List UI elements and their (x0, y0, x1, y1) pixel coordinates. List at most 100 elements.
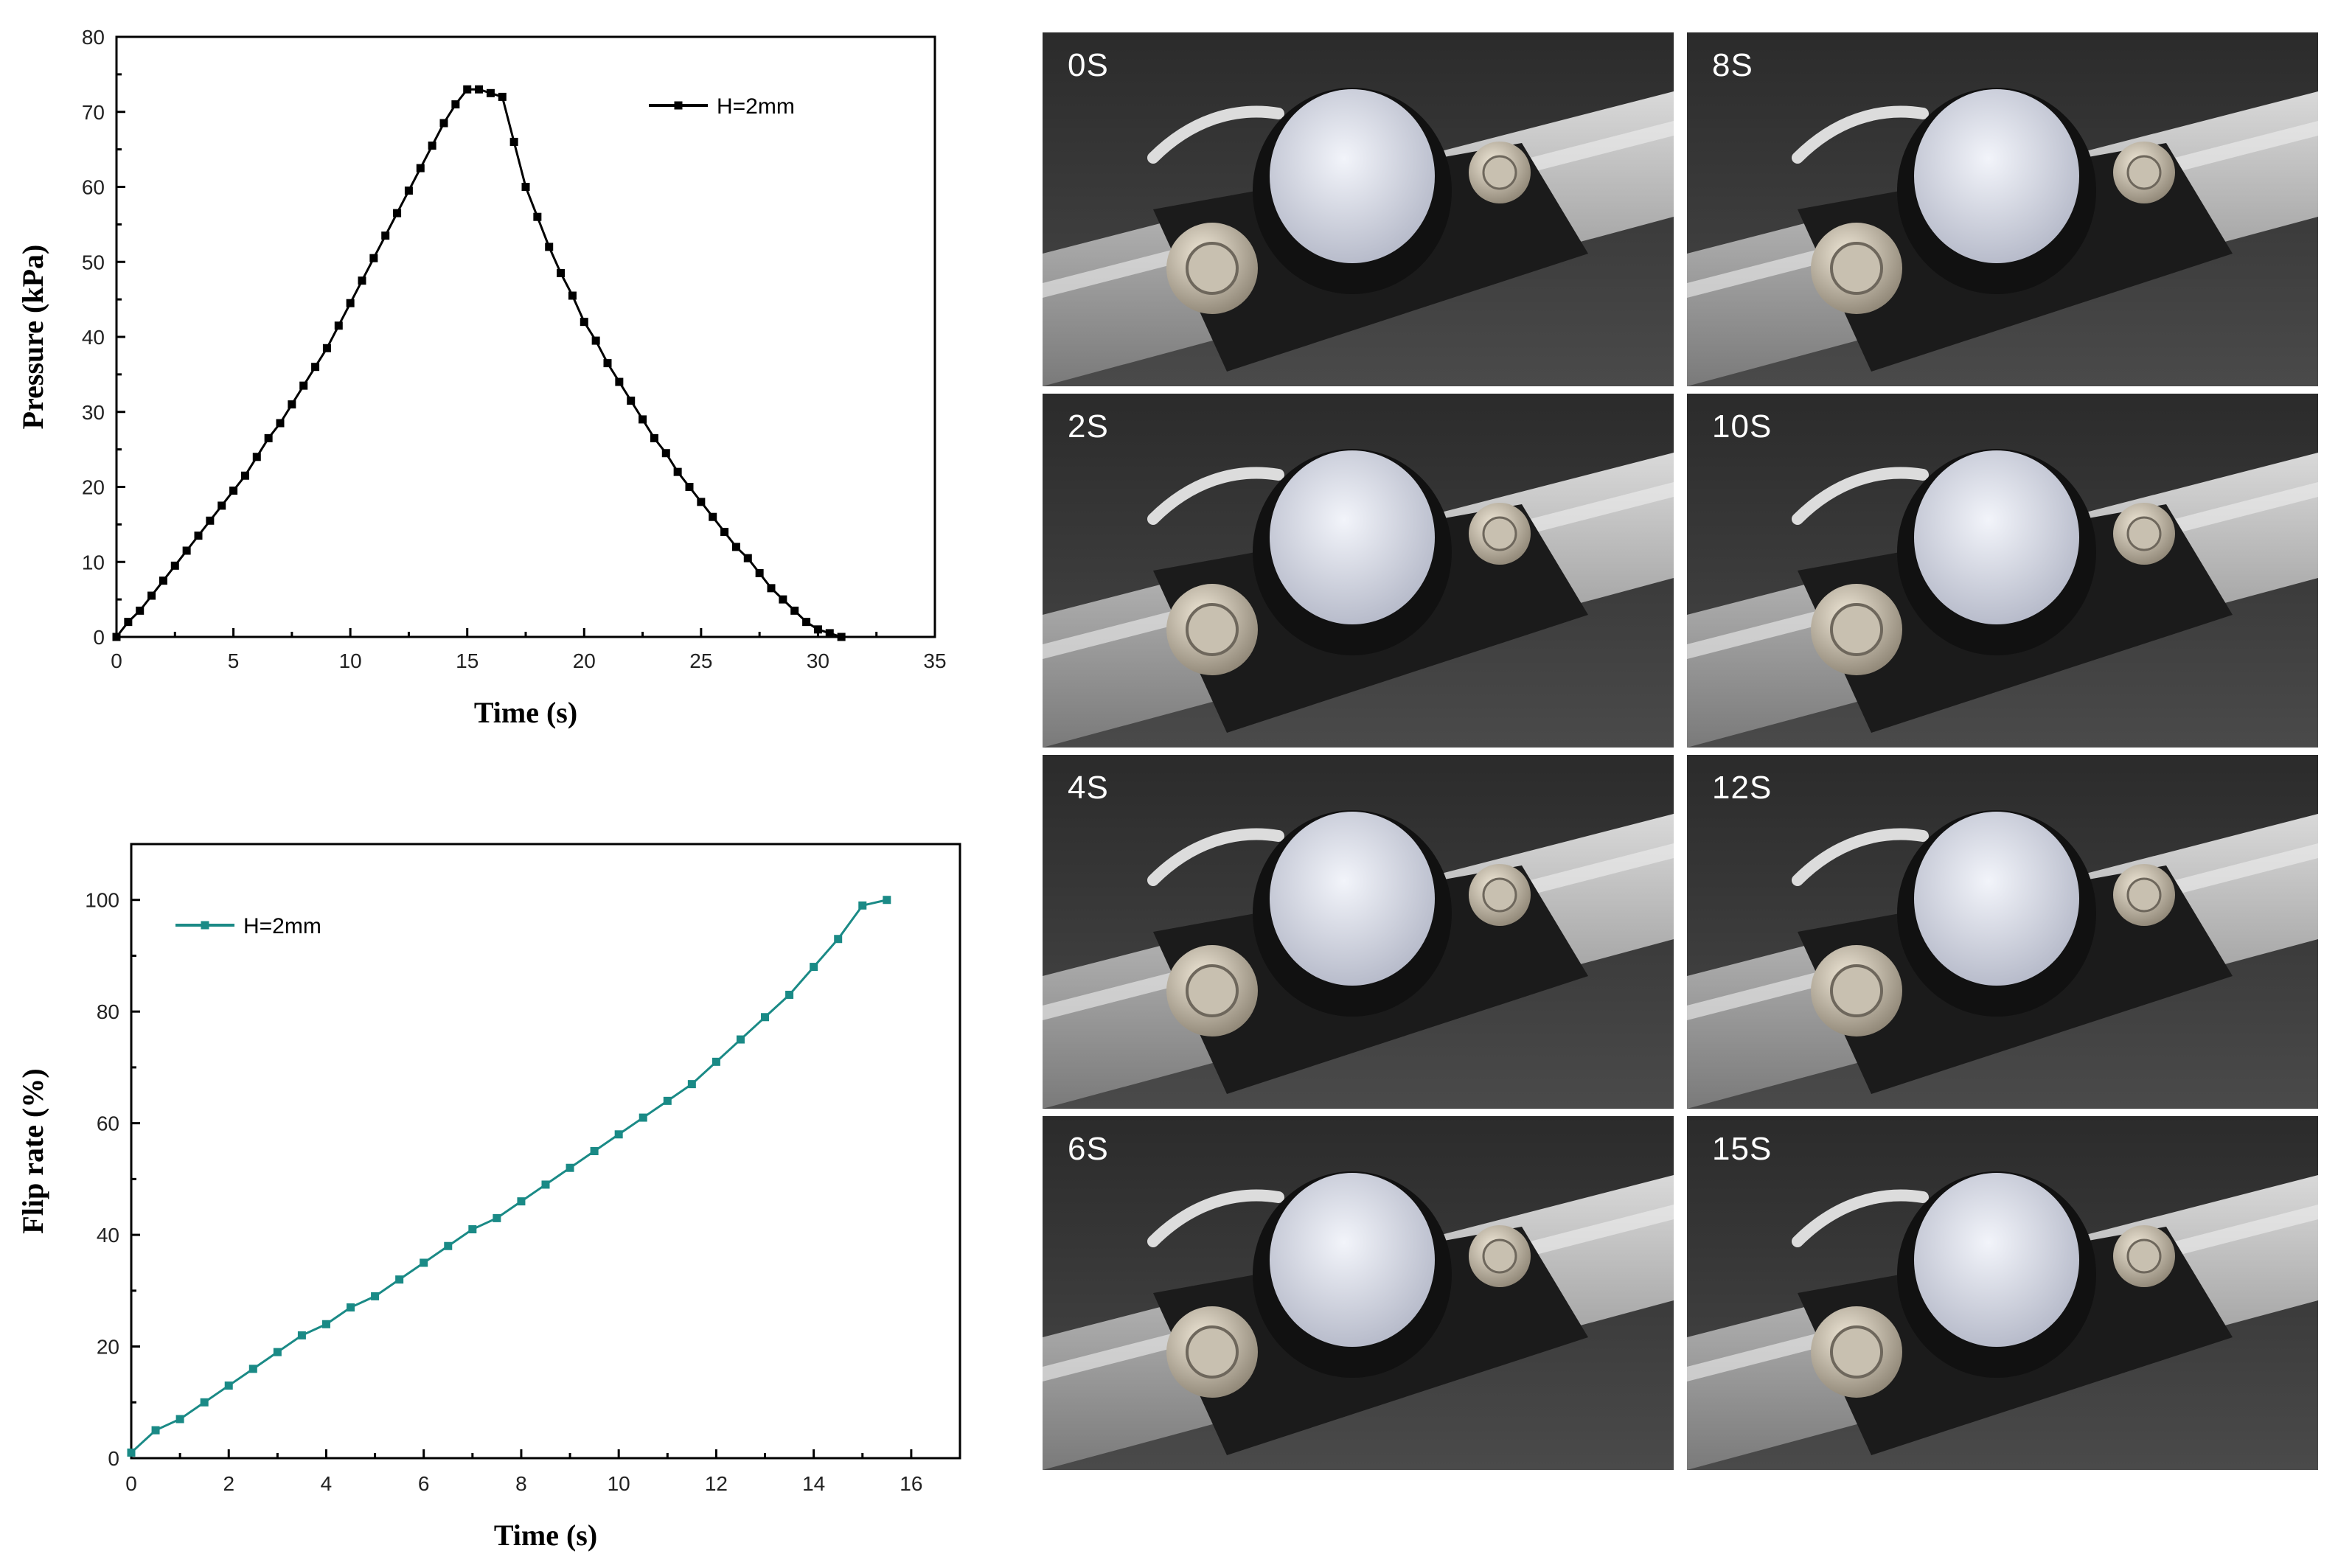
data-point (451, 100, 460, 109)
y-tick-label: 20 (97, 1336, 119, 1359)
data-point (883, 896, 891, 905)
photo-time-label: 10S (1712, 408, 1772, 445)
x-tick-label: 14 (802, 1472, 825, 1495)
data-point (736, 1035, 745, 1044)
x-tick-label: 20 (573, 649, 596, 672)
data-point (731, 543, 740, 551)
data-point (175, 1415, 184, 1424)
data-point (439, 119, 448, 128)
y-tick-label: 100 (85, 889, 119, 912)
data-point (463, 85, 472, 94)
x-tick-label: 4 (321, 1472, 333, 1495)
actuator-photo (1043, 394, 1674, 748)
data-point (661, 449, 670, 458)
y-tick-label: 70 (82, 101, 105, 124)
data-point (311, 363, 320, 372)
data-point (276, 419, 285, 428)
actuator-photo (1043, 32, 1674, 386)
data-point (493, 1213, 501, 1222)
data-point (200, 1398, 209, 1407)
legend-marker (674, 101, 683, 110)
y-tick-label: 80 (82, 26, 105, 49)
y-tick-label: 10 (82, 551, 105, 574)
data-point (603, 359, 612, 368)
actuator-photo (1687, 755, 2318, 1109)
data-point (566, 1163, 574, 1172)
data-point (615, 377, 624, 386)
x-tick-label: 2 (223, 1472, 234, 1495)
flip-rate-chart-svg: 0 2 4 6 8 10 12 14 16 0 20 40 60 80 100 Time (s) Flip ra… (16, 843, 961, 1552)
data-point (755, 569, 764, 578)
data-point (299, 381, 308, 390)
data-point (297, 1331, 306, 1339)
data-point (834, 935, 843, 944)
data-point (468, 1225, 477, 1234)
legend-label: H=2mm (243, 914, 321, 938)
x-tick-label: 5 (228, 649, 240, 672)
data-point (509, 137, 518, 146)
y-tick-label: 60 (97, 1112, 119, 1135)
data-point (627, 396, 636, 405)
data-point (557, 269, 566, 278)
legend-marker (201, 921, 209, 930)
data-point (790, 606, 799, 615)
data-point (545, 243, 554, 251)
x-tick-label: 10 (608, 1472, 630, 1495)
data-point (416, 164, 425, 173)
data-point (475, 85, 484, 94)
data-point (136, 606, 145, 615)
data-point (837, 633, 846, 641)
photo-tile: 4S (1043, 755, 1674, 1109)
data-point (580, 318, 588, 327)
photo-tile: 6S (1043, 1116, 1674, 1470)
data-point (568, 291, 577, 300)
data-point (288, 400, 296, 409)
data-point (346, 299, 355, 307)
data-point (521, 183, 530, 191)
data-point (533, 212, 542, 221)
y-tick-label: 60 (82, 176, 105, 199)
y-axis-title: Flip rate (%) (16, 1068, 49, 1233)
y-tick-label: 40 (97, 1224, 119, 1247)
x-axis-title: Time (s) (474, 696, 577, 729)
x-tick-label: 0 (125, 1472, 137, 1495)
photo-time-label: 4S (1068, 770, 1109, 806)
legend-label: H=2mm (717, 94, 795, 119)
data-point (170, 561, 179, 570)
data-point (709, 512, 717, 521)
data-point (334, 321, 343, 330)
data-point (685, 483, 694, 491)
data-point (420, 1258, 428, 1267)
data-point (112, 633, 121, 641)
x-tick-label: 35 (923, 649, 946, 672)
actuator-photo (1687, 394, 2318, 748)
x-axis-title: Time (s) (494, 1519, 597, 1552)
x-tick-label: 30 (807, 649, 829, 672)
photo-time-label: 2S (1068, 408, 1109, 445)
data-point (639, 415, 647, 424)
data-point (687, 1080, 696, 1089)
data-point (264, 433, 273, 442)
photo-time-label: 15S (1712, 1131, 1772, 1167)
data-point (517, 1197, 526, 1206)
data-point (248, 1365, 257, 1373)
data-point (614, 1130, 623, 1139)
data-point (127, 1448, 136, 1457)
data-point (590, 1147, 599, 1155)
data-point (151, 1426, 160, 1435)
x-tick-label: 16 (900, 1472, 922, 1495)
data-point (663, 1096, 672, 1105)
photo-time-label: 6S (1068, 1131, 1109, 1167)
data-point (147, 591, 156, 600)
data-point (159, 576, 167, 585)
data-point (720, 528, 729, 537)
data-point (767, 584, 776, 593)
y-tick-label: 0 (93, 626, 105, 649)
photo-grid: 0S 8S 2S 10S 4S 12S 6S 15S (1043, 32, 2333, 1474)
x-tick-label: 0 (111, 649, 122, 672)
y-tick-label: 50 (82, 251, 105, 273)
x-tick-label: 12 (705, 1472, 728, 1495)
photo-tile: 15S (1687, 1116, 2318, 1470)
data-point (498, 92, 507, 101)
data-point (444, 1241, 453, 1250)
